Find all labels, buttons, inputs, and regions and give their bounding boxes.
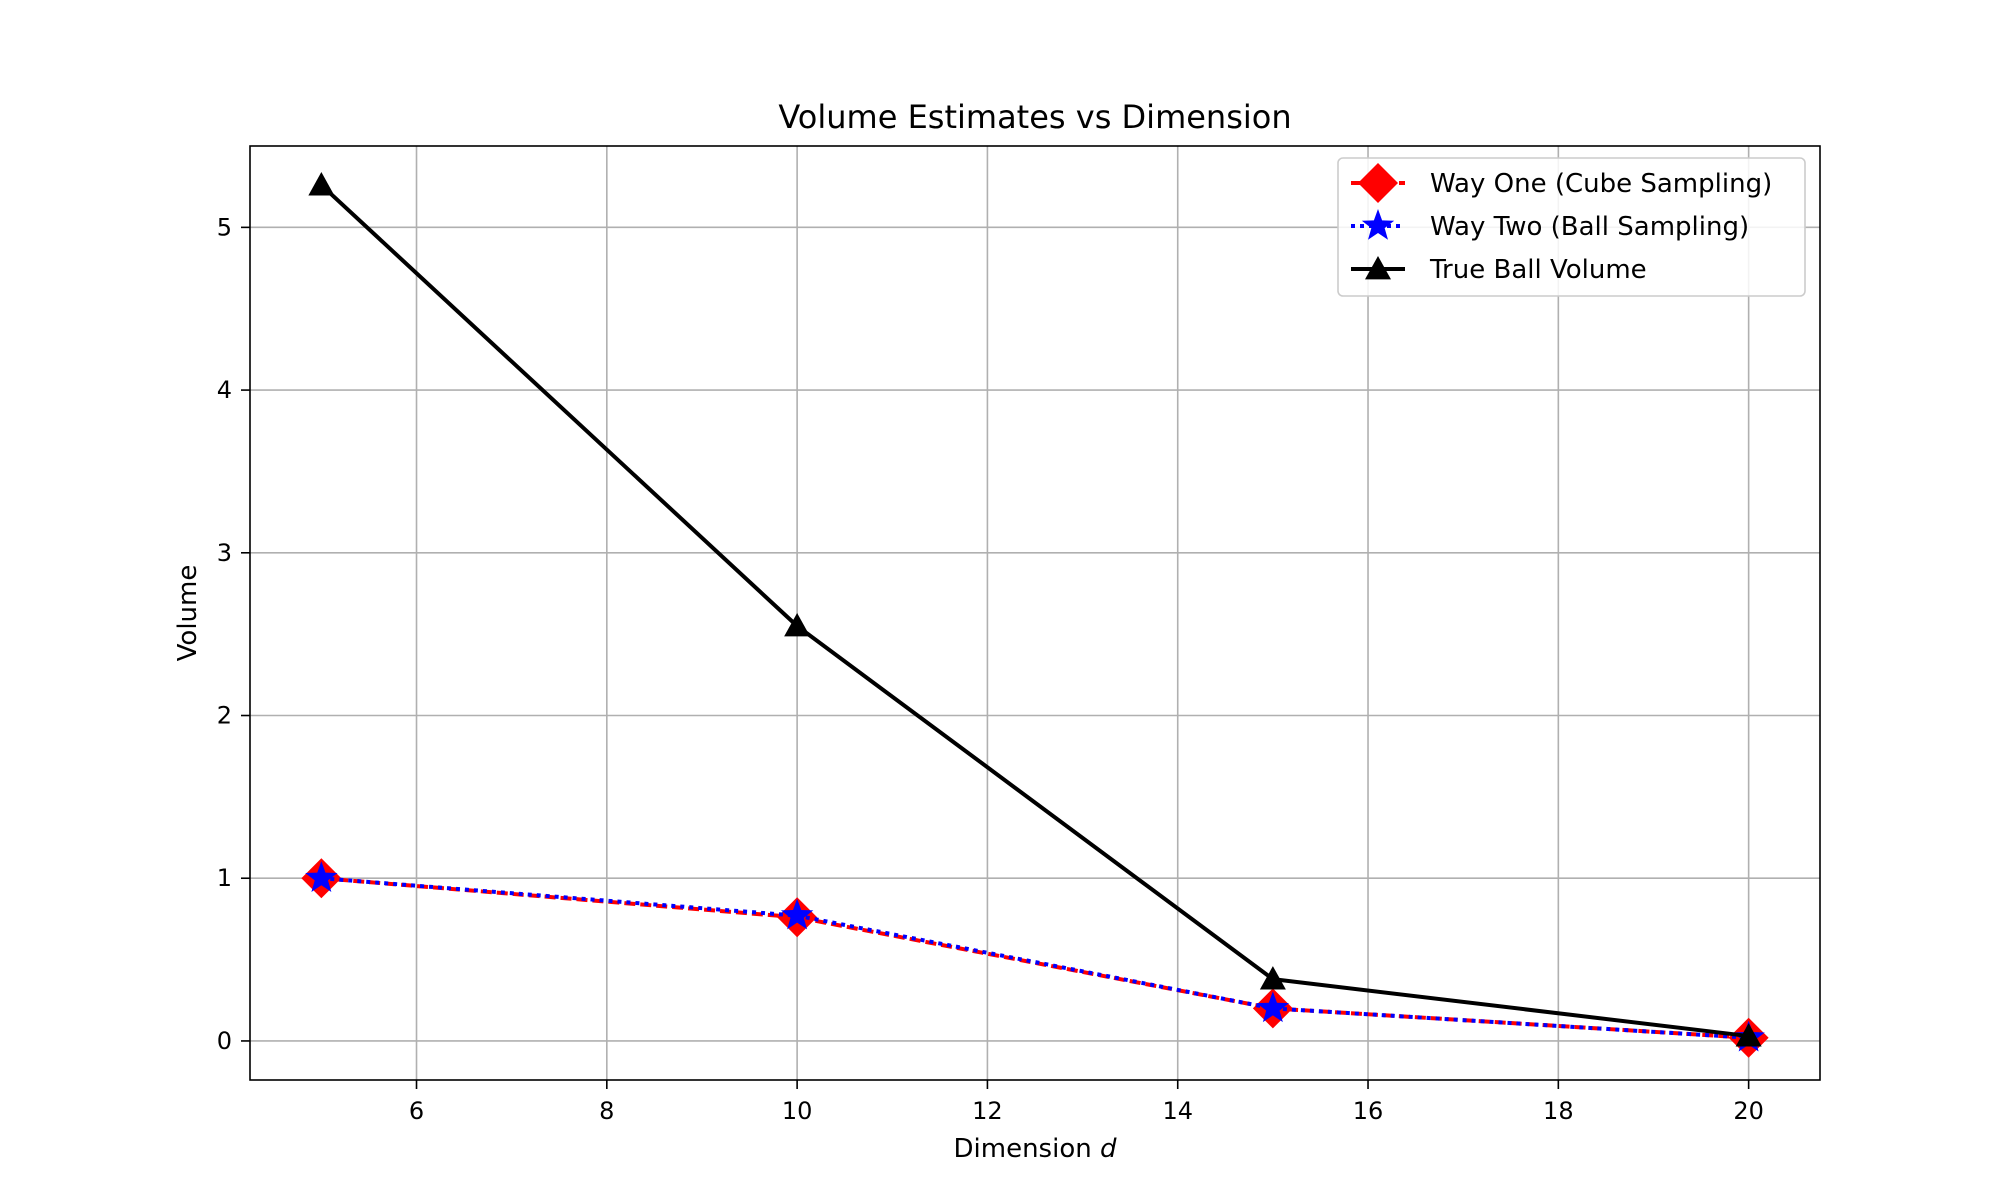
series-3-point: [1259, 966, 1286, 990]
legend-label: Way One (Cube Sampling): [1430, 169, 1772, 199]
series-2-point: [305, 861, 338, 892]
legend-item: Way Two (Ball Sampling): [1351, 209, 1749, 242]
x-axis-ticks: 6 8 10 12 14 16 18 20: [409, 1080, 1764, 1125]
legend-marker: [1361, 209, 1395, 240]
x-tick-label: 14: [1162, 1097, 1193, 1125]
y-tick-label: 0: [217, 1027, 232, 1055]
legend-item: True Ball Volume: [1351, 255, 1647, 285]
grid: [250, 146, 1820, 1080]
series-3-line: [320, 183, 1749, 1039]
legend-marker: [1365, 256, 1391, 280]
y-tick-label: 1: [217, 864, 232, 892]
x-tick-label: 8: [599, 1097, 614, 1125]
legend-label: True Ball Volume: [1429, 255, 1647, 285]
legend-label: Way Two (Ball Sampling): [1430, 212, 1749, 242]
series-3-point: [308, 172, 335, 196]
series-2-line: [321, 876, 1749, 1040]
legend: Way One (Cube Sampling) Way Two (Ball Sam…: [1337, 157, 1806, 297]
series-layer: [301, 172, 1769, 1058]
y-tick-label: 2: [217, 702, 232, 730]
y-axis-label: Volume: [173, 565, 203, 662]
y-tick-label: 4: [217, 376, 232, 404]
series-3: [308, 172, 1762, 1047]
plot-frame: [249, 145, 1821, 1081]
series-2-point: [780, 898, 814, 930]
series-2-point: [1256, 991, 1290, 1023]
series-3-point: [784, 613, 811, 637]
x-tick-label: 10: [782, 1097, 813, 1125]
legend-marker: [1358, 163, 1398, 203]
x-tick-label: 12: [972, 1097, 1003, 1125]
series-3-point: [1735, 1023, 1762, 1047]
x-axis-label: Dimension d: [954, 1134, 1117, 1164]
legend-box: [1337, 157, 1806, 297]
x-axis-label-text: Dimension: [954, 1134, 1092, 1164]
legend-item: Way One (Cube Sampling): [1351, 163, 1772, 203]
chart-title: Volume Estimates vs Dimension: [778, 98, 1291, 136]
x-tick-label: 16: [1353, 1097, 1384, 1125]
x-axis-label-variable: d: [1100, 1134, 1117, 1164]
y-tick-label: 5: [217, 213, 232, 241]
x-tick-label: 20: [1733, 1097, 1764, 1125]
y-axis-ticks: 0 1 2 3 4 5: [217, 213, 250, 1055]
y-tick-label: 3: [217, 539, 232, 567]
x-tick-label: 18: [1543, 1097, 1574, 1125]
x-tick-label: 6: [409, 1097, 424, 1125]
